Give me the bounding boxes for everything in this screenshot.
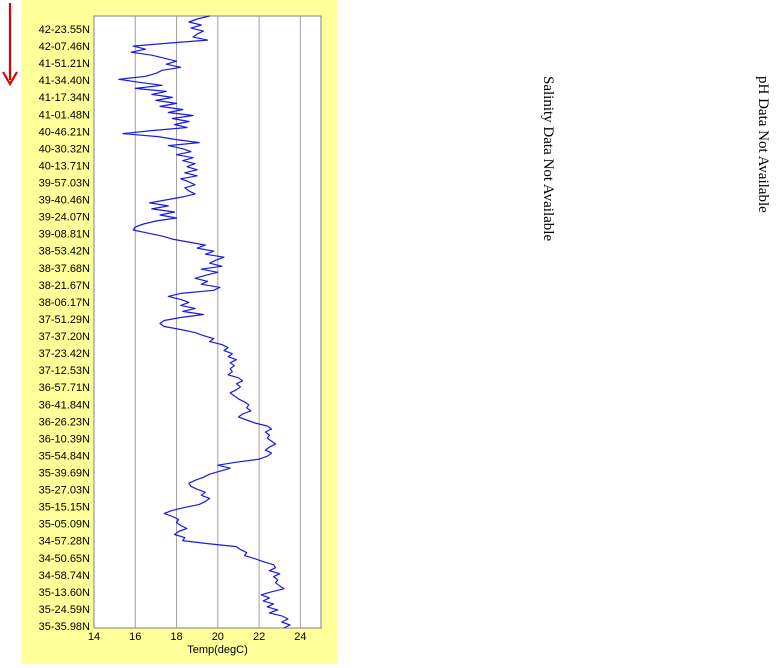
direction-arrow-icon — [2, 3, 18, 87]
y-tick-label: 40-13.71N — [39, 160, 90, 172]
y-tick-label: 38-53.42N — [39, 246, 90, 258]
plot-area — [93, 15, 322, 629]
ph-note: pH Data Not Available — [755, 76, 771, 213]
y-tick-label: 41-51.21N — [39, 58, 90, 70]
y-tick-label: 34-57.28N — [39, 536, 90, 548]
x-tick-label: 24 — [294, 631, 306, 643]
y-tick-label: 39-57.03N — [39, 178, 90, 190]
temperature-series-line — [118, 15, 291, 629]
y-tick-label: 38-21.67N — [39, 280, 90, 292]
y-tick-label: 37-12.53N — [39, 365, 90, 377]
y-tick-label: 35-35.98N — [39, 621, 90, 633]
y-tick-label: 40-46.21N — [39, 126, 90, 138]
y-tick-label: 39-24.07N — [39, 212, 90, 224]
y-tick-label: 34-58.74N — [39, 570, 90, 582]
x-tick-label: 16 — [129, 631, 141, 643]
y-tick-label: 41-17.34N — [39, 92, 90, 104]
y-tick-label: 35-15.15N — [39, 502, 90, 514]
y-tick-label: 37-37.20N — [39, 331, 90, 343]
y-tick-label: 42-07.46N — [39, 41, 90, 53]
y-tick-label: 35-13.60N — [39, 587, 90, 599]
x-tick-label: 14 — [88, 631, 100, 643]
y-tick-label: 35-39.69N — [39, 467, 90, 479]
series-lines — [118, 15, 291, 629]
y-tick-label: 38-06.17N — [39, 297, 90, 309]
y-tick-labels: 42-23.55N 42-07.46N 41-51.21N 41-34.40N 41-1… — [39, 24, 90, 633]
y-tick-label: 39-08.81N — [39, 229, 90, 241]
y-tick-label: 40-30.32N — [39, 143, 90, 155]
y-tick-label: 35-27.03N — [39, 485, 90, 497]
y-tick-label: 37-51.29N — [39, 314, 90, 326]
y-tick-label: 35-54.84N — [39, 450, 90, 462]
y-tick-label: 34-50.65N — [39, 553, 90, 565]
y-tick-label: 35-05.09N — [39, 519, 90, 531]
y-tick-label: 41-34.40N — [39, 75, 90, 87]
salinity-note: Salinity Data Not Available — [540, 76, 556, 242]
y-tick-label: 41-01.48N — [39, 109, 90, 121]
y-tick-label: 38-37.68N — [39, 263, 90, 275]
x-tick-label: 22 — [253, 631, 265, 643]
x-tick-label: 20 — [212, 631, 224, 643]
y-tick-label: 35-24.59N — [39, 604, 90, 616]
x-tick-labels: 14 16 18 20 22 24 — [88, 631, 307, 643]
y-tick-label: 39-40.46N — [39, 195, 90, 207]
y-tick-label: 37-23.42N — [39, 348, 90, 360]
y-tick-label: 42-23.55N — [39, 24, 90, 36]
y-tick-label: 36-57.71N — [39, 382, 90, 394]
x-tick-label: 18 — [170, 631, 182, 643]
y-tick-label: 36-26.23N — [39, 416, 90, 428]
x-axis-label: Temp(degC) — [187, 644, 248, 656]
y-tick-label: 36-10.39N — [39, 433, 90, 445]
y-tick-label: 36-41.84N — [39, 399, 90, 411]
